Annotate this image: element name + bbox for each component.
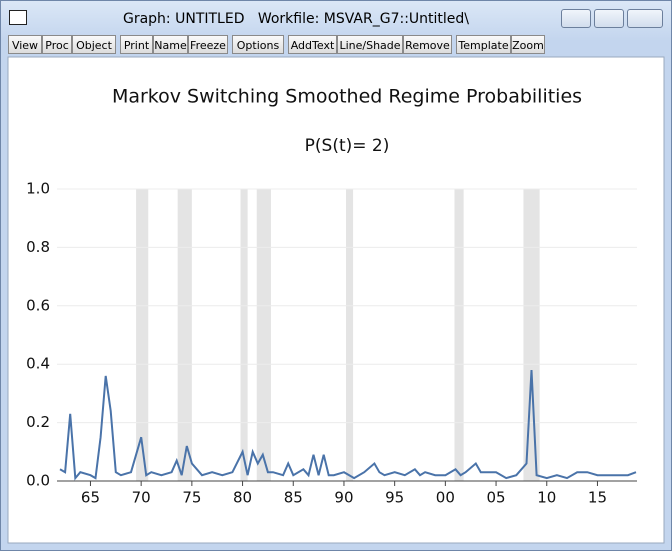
x-tick-label: 70 [132, 489, 151, 507]
toolbar-button[interactable]: Proc [42, 35, 72, 54]
y-tick-label: 0.8 [26, 238, 50, 256]
x-tick-label: 00 [436, 489, 455, 507]
minimize-button[interactable] [561, 9, 591, 28]
chart-subtitle: P(S(t)= 2) [305, 136, 390, 156]
y-tick-label: 0.0 [26, 472, 50, 490]
x-tick-label: 65 [81, 489, 100, 507]
y-tick-label: 1.0 [26, 180, 50, 198]
shade-band [454, 189, 464, 481]
shade-band [345, 189, 354, 481]
x-tick-label: 75 [182, 489, 201, 507]
x-tick-label: 15 [588, 489, 607, 507]
shade-band [177, 189, 192, 481]
shade-band [523, 189, 540, 481]
title-bar: Graph: UNTITLED Workfile: MSVAR_G7::Unti… [1, 1, 671, 33]
shade-band [136, 189, 149, 481]
toolbar-button[interactable]: Print [120, 35, 153, 54]
toolbar-button[interactable]: View [8, 35, 42, 54]
shade-band [256, 189, 271, 481]
toolbar-button[interactable]: AddText [288, 35, 337, 54]
toolbar-button[interactable]: Zoom [511, 35, 545, 54]
maximize-button[interactable] [594, 9, 624, 28]
x-tick-label: 05 [487, 489, 506, 507]
x-tick-label: 10 [537, 489, 556, 507]
toolbar-button[interactable]: Remove [403, 35, 452, 54]
x-tick-label: 85 [284, 489, 303, 507]
toolbar-button[interactable]: Line/Shade [337, 35, 403, 54]
x-tick-label: 90 [334, 489, 353, 507]
chart-title: Markov Switching Smoothed Regime Probabi… [112, 86, 582, 108]
y-tick-label: 0.6 [26, 296, 50, 314]
data-line [59, 369, 637, 481]
toolbar-button[interactable]: Template [456, 35, 511, 54]
app-icon [9, 10, 27, 25]
y-tick-label: 0.4 [26, 355, 50, 373]
shade-band [240, 189, 248, 481]
close-button[interactable] [627, 9, 663, 28]
window-title: Graph: UNTITLED Workfile: MSVAR_G7::Unti… [122, 11, 469, 27]
y-tick-label: 0.2 [26, 413, 50, 431]
toolbar-button[interactable]: Options [232, 35, 284, 54]
x-tick-label: 95 [385, 489, 404, 507]
x-tick-label: 80 [233, 489, 252, 507]
toolbar-button[interactable]: Object [72, 35, 116, 54]
toolbar-button[interactable]: Freeze [188, 35, 228, 54]
chart-area [7, 56, 665, 544]
toolbar-button[interactable]: Name [153, 35, 188, 54]
